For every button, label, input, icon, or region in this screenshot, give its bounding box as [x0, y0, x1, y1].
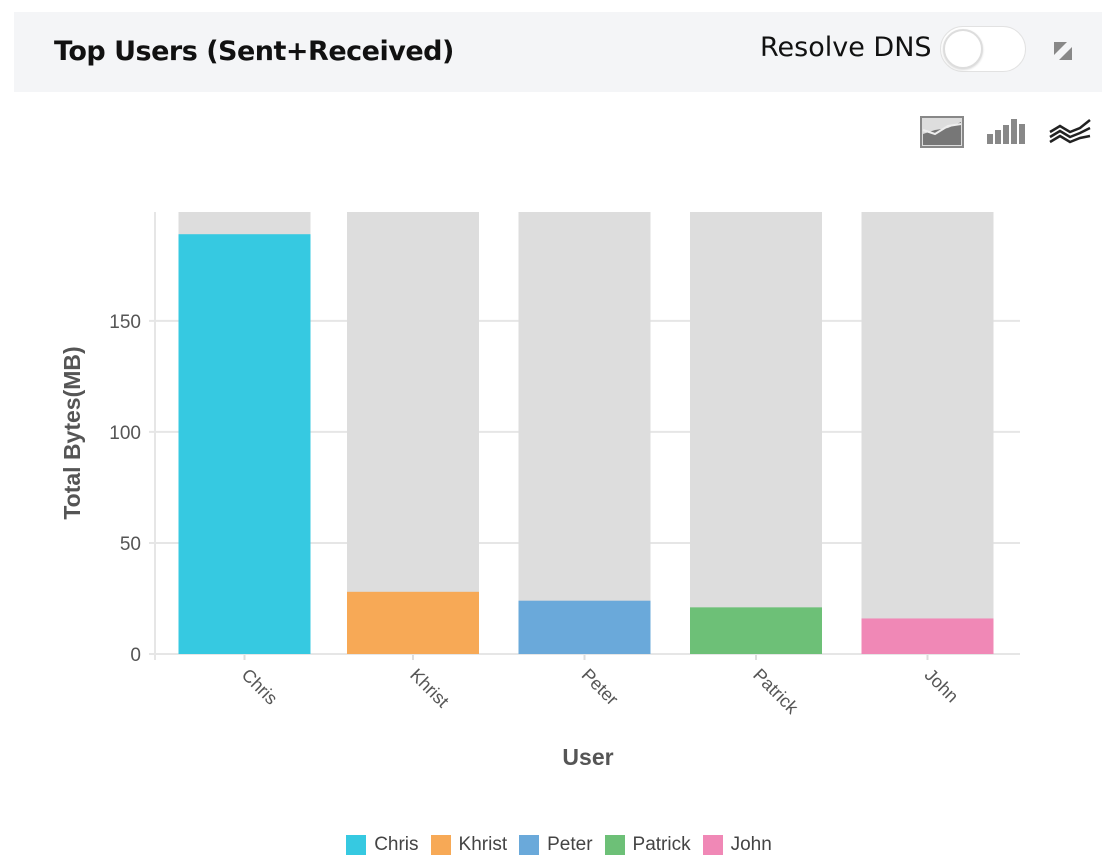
- resolve-dns-label: Resolve DNS: [760, 32, 932, 63]
- area-chart-icon[interactable]: [920, 116, 964, 148]
- bar-background: [347, 212, 479, 654]
- legend-label: John: [730, 834, 772, 855]
- legend-label: Patrick: [632, 834, 691, 855]
- x-axis-label: User: [562, 744, 613, 770]
- y-tick-label: 0: [130, 645, 141, 666]
- legend-item-patrick[interactable]: Patrick: [604, 834, 691, 856]
- legend-swatch: [702, 835, 723, 855]
- toggle-knob: [943, 29, 983, 69]
- bar-john[interactable]: [861, 618, 994, 654]
- bar-background: [690, 212, 822, 654]
- bar-chris[interactable]: [178, 234, 311, 654]
- bar-chart-icon[interactable]: [984, 116, 1028, 148]
- legend-item-john[interactable]: John: [702, 834, 772, 856]
- legend-label: Chris: [374, 834, 419, 855]
- bar-chart: Chris Khrist Peter Patrick John 0 50 100 150 To…: [59, 212, 1020, 770]
- legend-swatch: [519, 835, 540, 855]
- bar-patrick[interactable]: [690, 607, 822, 654]
- x-tick-label: Peter: [578, 665, 623, 710]
- bar-khrist[interactable]: [347, 591, 479, 654]
- y-tick-label: 100: [109, 423, 141, 444]
- y-tick-label: 150: [109, 312, 141, 333]
- legend-swatch: [604, 835, 625, 855]
- legend-label: Khrist: [458, 834, 508, 855]
- legend-label: Peter: [547, 834, 593, 855]
- bar-peter[interactable]: [518, 600, 651, 654]
- line-chart-icon[interactable]: [1048, 116, 1092, 148]
- legend: Chris Khrist Peter Patrick John: [0, 834, 1118, 856]
- y-tick-label: 50: [120, 534, 141, 555]
- legend-item-chris[interactable]: Chris: [346, 834, 419, 856]
- x-tick-label: Khrist: [406, 665, 453, 712]
- x-tick-label: John: [921, 665, 963, 707]
- legend-swatch: [430, 835, 451, 855]
- resolve-dns-toggle[interactable]: [940, 26, 1026, 72]
- widget-header: Top Users (Sent+Received) Resolve DNS: [14, 12, 1102, 92]
- legend-item-khrist[interactable]: Khrist: [430, 834, 508, 856]
- x-tick-label: Chris: [238, 665, 282, 709]
- x-tick-label: Patrick: [749, 665, 803, 719]
- legend-item-peter[interactable]: Peter: [519, 834, 593, 856]
- y-axis-label: Total Bytes(MB): [59, 346, 85, 519]
- bar-background: [861, 212, 994, 654]
- expand-icon[interactable]: [1054, 42, 1072, 60]
- bar-background: [518, 212, 651, 654]
- widget-title: Top Users (Sent+Received): [54, 36, 454, 67]
- legend-swatch: [346, 835, 367, 855]
